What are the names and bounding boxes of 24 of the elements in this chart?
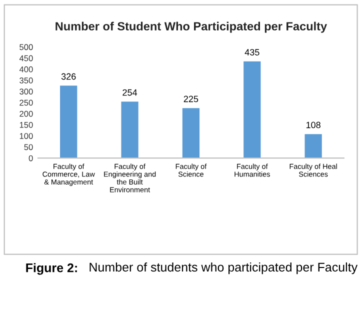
y-tick-label: 350 (20, 78, 33, 84)
bar (304, 134, 322, 158)
data-label: 225 (184, 96, 198, 102)
y-tick-label: 50 (24, 144, 33, 150)
data-label: 108 (306, 122, 320, 128)
y-tick-label: 450 (19, 55, 33, 62)
y-tick-label: 200 (20, 110, 33, 117)
data-label: 254 (122, 89, 138, 96)
y-tick-label: 500 (20, 44, 33, 50)
chart-title: Number of Student Who Participated per Faculty (56, 22, 328, 33)
bar (121, 102, 138, 158)
y-tick-label: 400 (19, 66, 33, 72)
y-tick-label: 0 (28, 155, 33, 162)
caption: Figure 2: (26, 263, 77, 275)
bar (60, 86, 78, 158)
bar (244, 61, 261, 158)
bar (182, 108, 200, 158)
y-tick-label: 300 (20, 88, 33, 95)
y-tick-label: 100 (20, 133, 33, 139)
data-label: 326 (61, 73, 76, 80)
y-tick-label: 150 (20, 122, 33, 128)
text: Number of students who participated per Faculty (90, 262, 358, 274)
y-tick-label: 250 (20, 100, 33, 106)
data-label: 435 (244, 49, 260, 56)
